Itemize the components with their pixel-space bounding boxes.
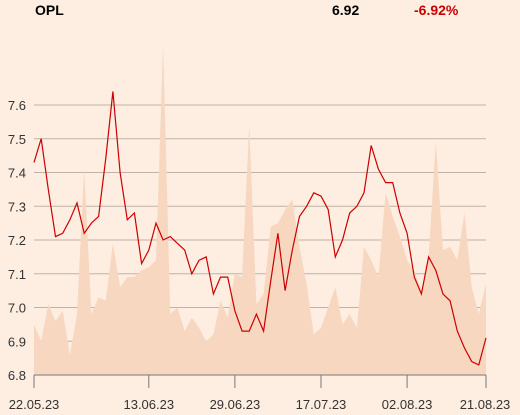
x-tick-label: 17.07.23 <box>296 397 347 412</box>
x-axis-ticks: 22.05.23 13.06.23 29.06.23 17.07.23 02.08.23… <box>9 375 511 412</box>
x-tick-label: 29.06.23 <box>210 397 261 412</box>
volume-area <box>34 44 486 375</box>
x-tick-label: 22.05.23 <box>9 397 60 412</box>
y-tick-label: 7.6 <box>8 98 26 113</box>
y-tick-label: 7.5 <box>8 132 26 147</box>
x-tick-label: 13.06.23 <box>123 397 174 412</box>
price-change-percent: -6.92% <box>414 2 459 18</box>
current-price: 6.92 <box>332 2 360 18</box>
x-tick-label: 21.08.23 <box>460 397 511 412</box>
y-tick-label: 6.9 <box>8 334 26 349</box>
y-tick-label: 7.3 <box>8 199 26 214</box>
price-line <box>33 91 487 366</box>
y-tick-label: 7.1 <box>8 267 26 282</box>
y-tick-label: 7.2 <box>8 233 26 248</box>
y-tick-label: 7.4 <box>8 166 26 181</box>
ticker-symbol: OPL <box>35 2 64 18</box>
y-tick-label: 6.8 <box>8 368 26 383</box>
y-tick-label: 7.0 <box>8 301 26 316</box>
x-tick-label: 02.08.23 <box>382 397 433 412</box>
y-axis-ticks: 6.8 6.9 7.0 7.1 7.2 7.3 7.4 7.5 7.6 <box>8 98 26 383</box>
